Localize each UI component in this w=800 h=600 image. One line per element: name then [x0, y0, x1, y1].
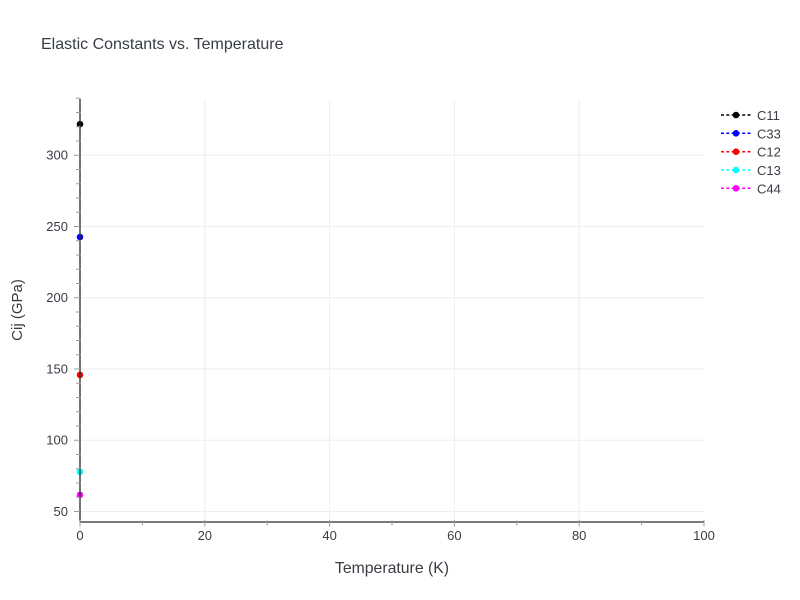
svg-text:C44: C44: [757, 181, 781, 196]
svg-text:C13: C13: [757, 163, 781, 178]
svg-text:0: 0: [76, 528, 83, 543]
svg-text:100: 100: [46, 433, 68, 448]
svg-text:150: 150: [46, 362, 68, 377]
svg-text:C11: C11: [757, 108, 780, 123]
svg-text:60: 60: [447, 528, 461, 543]
svg-text:300: 300: [46, 148, 68, 163]
svg-text:100: 100: [693, 528, 715, 543]
svg-text:250: 250: [46, 219, 68, 234]
svg-text:80: 80: [572, 528, 586, 543]
svg-text:40: 40: [322, 528, 336, 543]
svg-text:20: 20: [198, 528, 212, 543]
svg-text:200: 200: [46, 290, 68, 305]
svg-text:50: 50: [54, 504, 68, 519]
svg-text:Cij (GPa): Cij (GPa): [9, 279, 26, 341]
svg-text:C33: C33: [757, 126, 781, 141]
svg-text:Temperature (K): Temperature (K): [335, 560, 449, 577]
svg-text:C12: C12: [757, 145, 781, 160]
